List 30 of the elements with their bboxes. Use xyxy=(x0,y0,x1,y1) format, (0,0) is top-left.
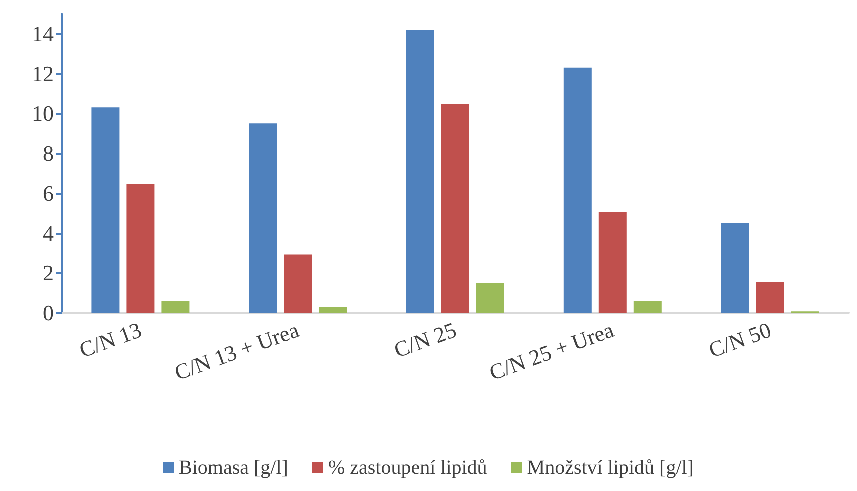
y-tick-label: 2 xyxy=(43,260,54,286)
bar xyxy=(756,282,784,313)
bar xyxy=(564,68,592,313)
bar xyxy=(634,301,662,313)
bar xyxy=(476,284,504,313)
x-tick-label: C/N 25 + Urea xyxy=(486,317,618,386)
x-tick-label: C/N 13 + Urea xyxy=(171,317,303,386)
y-tick-label: 12 xyxy=(32,61,54,86)
bar xyxy=(721,223,750,313)
x-tick-label: C/N 13 xyxy=(76,317,145,363)
bar xyxy=(406,30,434,313)
legend-label: Biomasa [g/l] xyxy=(179,457,288,479)
legend-label: % zastoupení lipidů xyxy=(328,457,488,479)
x-tick-label: C/N 25 xyxy=(390,317,460,363)
y-tick-label: 10 xyxy=(32,101,54,126)
bar xyxy=(162,301,190,313)
x-tick-label: C/N 50 xyxy=(706,317,775,363)
y-tick-label: 14 xyxy=(32,21,54,46)
legend-label: Množství lipidů [g/l] xyxy=(527,457,694,479)
bar xyxy=(92,108,120,313)
bar xyxy=(598,212,627,313)
y-tick-label: 6 xyxy=(43,180,54,206)
bar xyxy=(284,254,312,313)
y-tick-label: 8 xyxy=(43,141,54,166)
y-tick-label: 0 xyxy=(43,300,54,326)
bar xyxy=(319,307,348,313)
y-tick-label: 4 xyxy=(43,220,54,246)
bar xyxy=(126,184,155,313)
bar xyxy=(249,124,278,313)
bar xyxy=(442,104,470,313)
